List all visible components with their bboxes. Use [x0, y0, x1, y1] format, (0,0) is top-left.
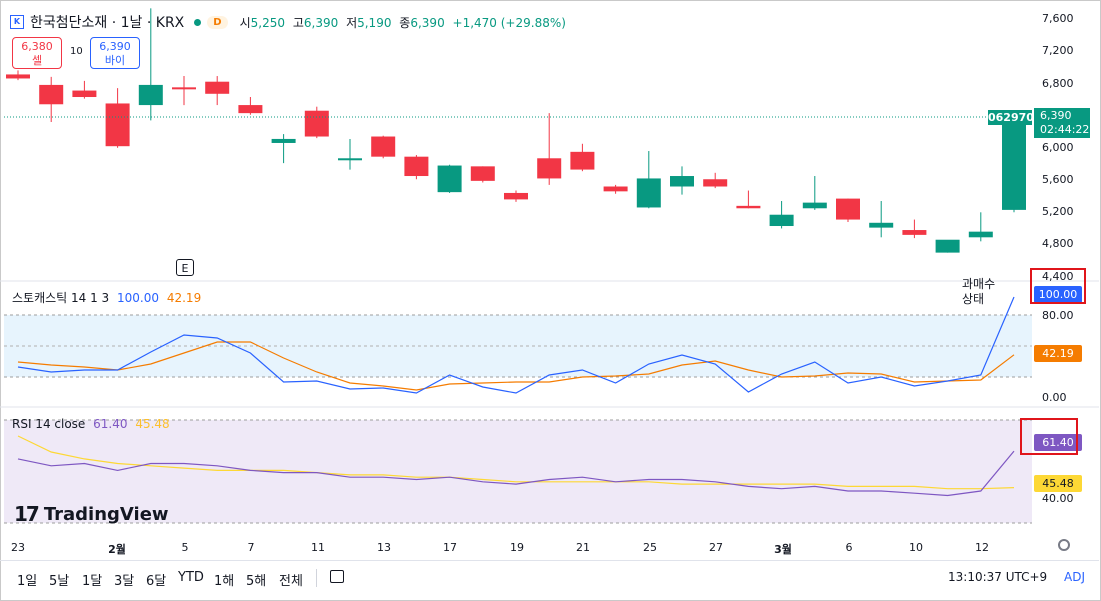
stoch-axis-label: 80.00 [1042, 309, 1074, 322]
rsi-tag: 61.40 [1034, 434, 1082, 451]
x-axis-label: 5 [181, 541, 189, 554]
last-price-tag: 6,390 02:44:22 [1034, 108, 1090, 138]
bottom-toolbar [0, 560, 1099, 601]
settings-gear-icon[interactable] [1058, 539, 1070, 551]
separator [316, 569, 317, 587]
x-axis-label: 6 [845, 541, 853, 554]
timeframe-6m[interactable]: 6달 [146, 574, 167, 589]
low-value: 5,190 [357, 15, 392, 30]
symbol-header[interactable]: K 한국첨단소재 · 1날 · KRX D 시5,250 고6,390 저5,1… [10, 12, 570, 32]
ohlc-values: 시5,250 고6,390 저5,190 종6,390 +1,470 (+29.… [239, 15, 566, 30]
bar-countdown: 02:44:22 [1040, 123, 1090, 136]
stoch-d-tag: 42.19 [1034, 345, 1082, 362]
x-axis-label: 23 [11, 541, 25, 554]
rsi-title: RSI 14 close [12, 417, 86, 431]
stoch-legend[interactable]: 스토캐스틱 14 1 3 100.00 42.19 [12, 289, 201, 306]
rsi-value: 61.40 [93, 417, 128, 431]
price-axis-label: 4,800 [1042, 237, 1074, 250]
x-axis-label: 19 [510, 541, 524, 554]
change-value: +1,470 (+29.88%) [452, 15, 566, 30]
price-axis-label: 6,000 [1042, 141, 1074, 154]
rsi-ma-tag: 45.48 [1034, 475, 1082, 492]
highlight-box-stoch [1030, 268, 1086, 304]
symbol-tag: 062970 [988, 110, 1034, 125]
market-badge: D [207, 15, 228, 29]
highlight-box-rsi [1020, 418, 1078, 455]
x-axis-label: 27 [709, 541, 723, 554]
close-value: 6,390 [410, 15, 445, 30]
x-axis-label: 2월 [108, 543, 126, 556]
timeframe-1y[interactable]: 1해 [214, 574, 235, 589]
x-axis-label: 3월 [774, 543, 792, 556]
stoch-d-value: 42.19 [166, 291, 202, 305]
x-axis-label: 25 [643, 541, 657, 554]
x-axis-label: 21 [576, 541, 590, 554]
x-axis-label: 12 [975, 541, 989, 554]
price-axis-label: 5,200 [1042, 205, 1074, 218]
x-axis-label: 10 [909, 541, 923, 554]
stoch-title: 스토캐스틱 14 1 3 [12, 291, 110, 305]
high-value: 6,390 [303, 15, 339, 30]
market-open-dot-icon [194, 18, 202, 26]
timeframe-all[interactable]: 전체 [279, 574, 303, 589]
rsi-legend[interactable]: RSI 14 close 61.40 45.48 [12, 417, 170, 431]
timeframe-5d[interactable]: 5날 [49, 574, 70, 589]
x-axis-label: 17 [443, 541, 457, 554]
price-axis-label: 7,600 [1042, 12, 1074, 25]
stoch-k-value: 100.00 [117, 291, 160, 305]
tradingview-logo-icon: 17 [14, 502, 40, 526]
date-range-icon[interactable] [330, 570, 344, 583]
buy-price: 6,390 [99, 40, 131, 53]
x-axis-label: 11 [311, 541, 325, 554]
price-axis-label: 5,600 [1042, 173, 1074, 186]
buy-button[interactable]: 6,390 바이 [90, 37, 140, 69]
adjust-button[interactable]: ADJ [1064, 570, 1085, 584]
tradingview-logo[interactable]: 17 TradingView [14, 502, 169, 526]
stoch-axis-label: 0.00 [1042, 391, 1067, 404]
price-axis-label: 6,800 [1042, 77, 1074, 90]
timeframe-ytd[interactable]: YTD [178, 570, 204, 585]
x-axis-label: 13 [377, 541, 391, 554]
symbol-logo-icon: K [10, 15, 24, 29]
last-price-value: 6,390 [1040, 109, 1072, 122]
sell-button[interactable]: 6,380 셀 [12, 37, 62, 69]
buy-label: 바이 [104, 54, 126, 67]
timeframe-1m[interactable]: 1달 [82, 574, 103, 589]
rsi-axis-label: 40.00 [1042, 492, 1074, 505]
price-axis-label: 7,200 [1042, 44, 1074, 57]
timeframe-1d[interactable]: 1일 [17, 574, 38, 589]
sell-label: 셀 [31, 54, 43, 67]
overbought-annotation: 과매수 상태 [962, 277, 996, 306]
open-value: 5,250 [250, 15, 285, 30]
stoch-k-tag: 100.00 [1034, 286, 1082, 303]
rsi-ma-value: 45.48 [135, 417, 170, 431]
earnings-event-marker[interactable]: E [176, 259, 194, 276]
clock[interactable]: 13:10:37 UTC+9 [948, 570, 1048, 584]
timeframe-5y[interactable]: 5해 [246, 574, 267, 589]
sell-price: 6,380 [21, 40, 53, 53]
symbol-title[interactable]: 한국첨단소재 · 1날 · KRX [30, 15, 185, 31]
x-axis-label: 7 [247, 541, 255, 554]
price-axis-label: 4,400 [1042, 270, 1074, 283]
timeframe-3m[interactable]: 3달 [114, 574, 135, 589]
spread-value: 10 [70, 46, 83, 57]
